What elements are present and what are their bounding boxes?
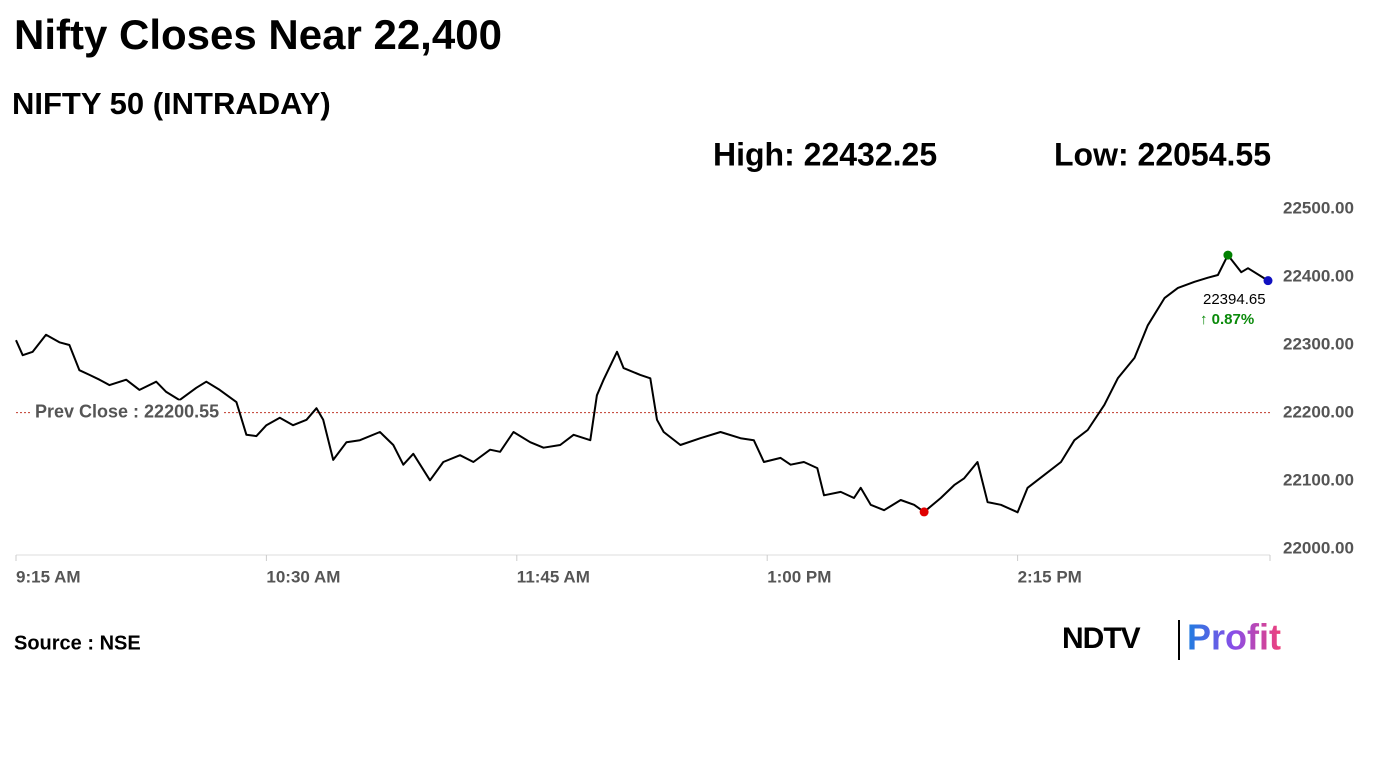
x-tick-label: 11:45 AM — [517, 567, 590, 586]
source: Source : NSE — [14, 632, 141, 654]
reference-label-bg — [31, 400, 224, 423]
low-text: Low: 22054.55 — [1054, 136, 1271, 172]
marker — [919, 507, 929, 517]
change-label: ↑ 0.87% — [1200, 311, 1254, 328]
chart-title: Nifty Closes Near 22,400 — [14, 11, 502, 58]
y-tick-label: 22000.00 — [1283, 538, 1354, 557]
y-tick-label: 22100.00 — [1283, 470, 1354, 489]
x-tick-label: 1:00 PM — [767, 567, 831, 586]
last-value-label: 22394.65 — [1203, 291, 1266, 308]
reference-label: Prev Close : 22200.55 — [35, 401, 219, 421]
y-tick-label: 22300.00 — [1283, 334, 1354, 353]
x-tick-label: 9:15 AM — [16, 567, 81, 586]
x-tick-label: 10:30 AM — [266, 567, 340, 586]
y-tick-label: 22200.00 — [1283, 402, 1354, 421]
x-tick-label: 2:15 PM — [1018, 567, 1082, 586]
y-tick-label: 22400.00 — [1283, 266, 1354, 285]
marker — [1263, 276, 1273, 286]
marker — [1223, 250, 1233, 260]
price-line — [15, 254, 1269, 514]
chart-subtitle: NIFTY 50 (INTRADAY) — [12, 86, 331, 121]
y-tick-label: 22500.00 — [1283, 198, 1354, 217]
logo-right: Profit — [1187, 617, 1281, 658]
logo-left: NDTV — [1062, 622, 1141, 655]
high-text: High: 22432.25 — [713, 136, 937, 172]
